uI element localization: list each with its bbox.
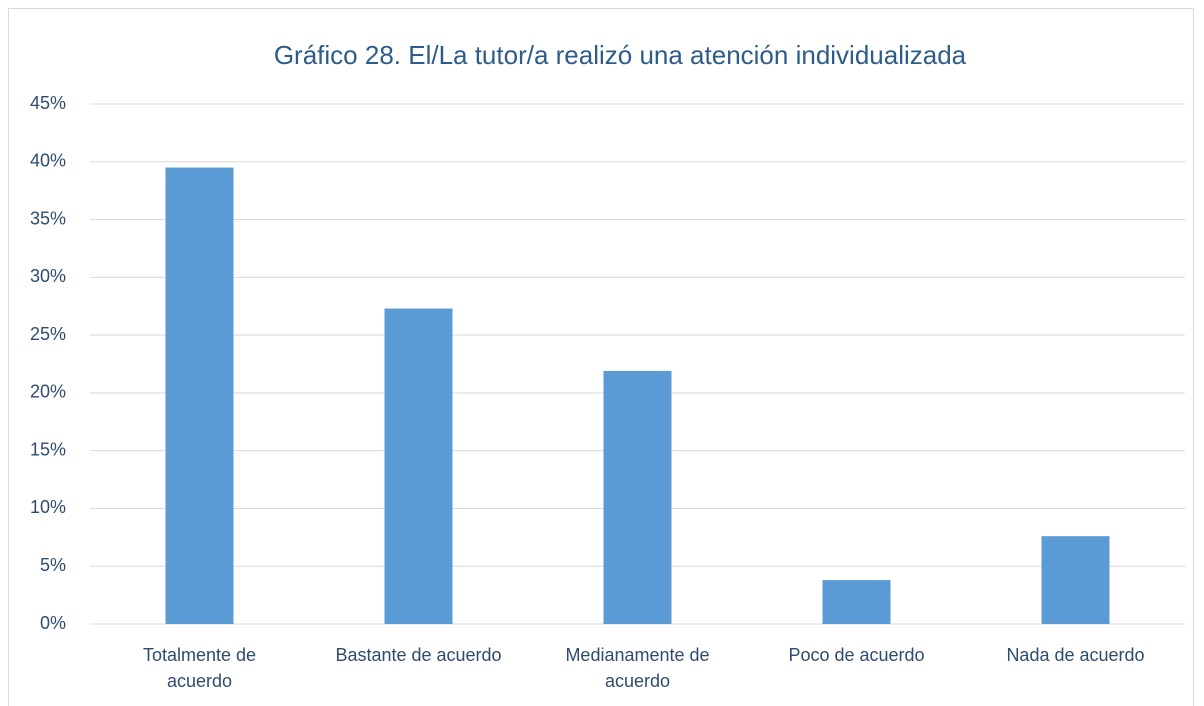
bar: [1041, 536, 1110, 624]
x-tick-label: Poco de acuerdo: [788, 645, 925, 665]
y-tick-label: 5%: [40, 555, 66, 575]
y-tick-label: 45%: [30, 93, 66, 113]
y-tick-label: 25%: [30, 324, 66, 344]
bar: [822, 580, 891, 624]
x-tick-label: Totalmente de acuerdo: [142, 645, 257, 691]
y-tick-label: 15%: [30, 439, 66, 459]
x-tick-label: Bastante de acuerdo: [335, 645, 502, 665]
x-tick-label: Nada de acuerdo: [1006, 645, 1145, 665]
bar: [384, 308, 453, 624]
y-tick-label: 30%: [30, 266, 66, 286]
x-tick-label: Medianamente de acuerdo: [565, 645, 710, 691]
chart-title: Gráfico 28. El/La tutor/a realizó una at…: [274, 40, 967, 70]
y-tick-label: 40%: [30, 151, 66, 171]
bar: [603, 370, 672, 624]
y-tick-label: 20%: [30, 382, 66, 402]
y-tick-label: 0%: [40, 613, 66, 633]
y-tick-label: 10%: [30, 497, 66, 517]
bar: [165, 167, 234, 625]
chart-border: [8, 8, 1194, 706]
y-tick-label: 35%: [30, 208, 66, 228]
